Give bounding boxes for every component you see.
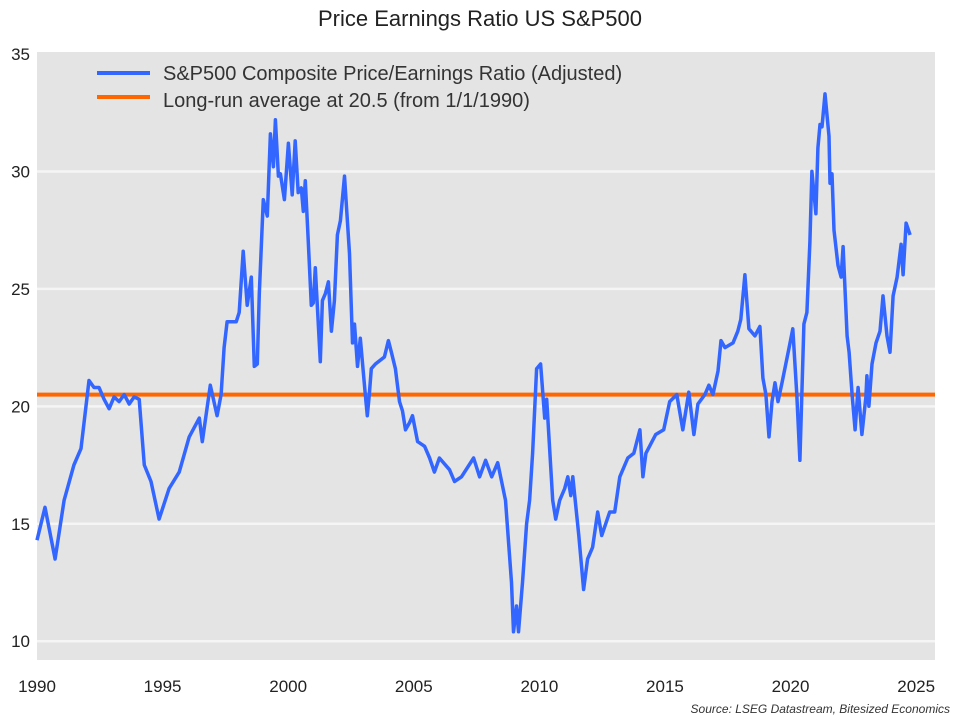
y-tick-label: 15: [11, 515, 30, 534]
y-tick-label: 25: [11, 280, 30, 299]
x-tick-label: 2015: [646, 677, 684, 696]
x-tick-label: 2025: [897, 677, 935, 696]
legend-label-pe-ratio: S&P500 Composite Price/Earnings Ratio (A…: [163, 63, 622, 85]
y-tick-label: 35: [11, 45, 30, 64]
pe-ratio-line: [35, 92, 912, 634]
x-tick-label: 2000: [269, 677, 307, 696]
x-tick-label: 2005: [395, 677, 433, 696]
source-note: Source: LSEG Datastream, Bitesized Econo…: [690, 702, 950, 716]
chart-title: Price Earnings Ratio US S&P500: [317, 6, 643, 31]
x-tick-label: 2010: [520, 677, 558, 696]
plot-background: [37, 52, 935, 660]
x-tick-label: 1990: [18, 677, 56, 696]
y-tick-label: 30: [11, 162, 30, 181]
y-tick-label: 10: [11, 632, 30, 651]
x-tick-label: 2020: [772, 677, 810, 696]
x-tick-label: 1995: [144, 677, 182, 696]
legend-label-average: Long-run average at 20.5 (from 1/1/1990): [163, 90, 530, 112]
y-tick-label: 20: [11, 397, 30, 416]
